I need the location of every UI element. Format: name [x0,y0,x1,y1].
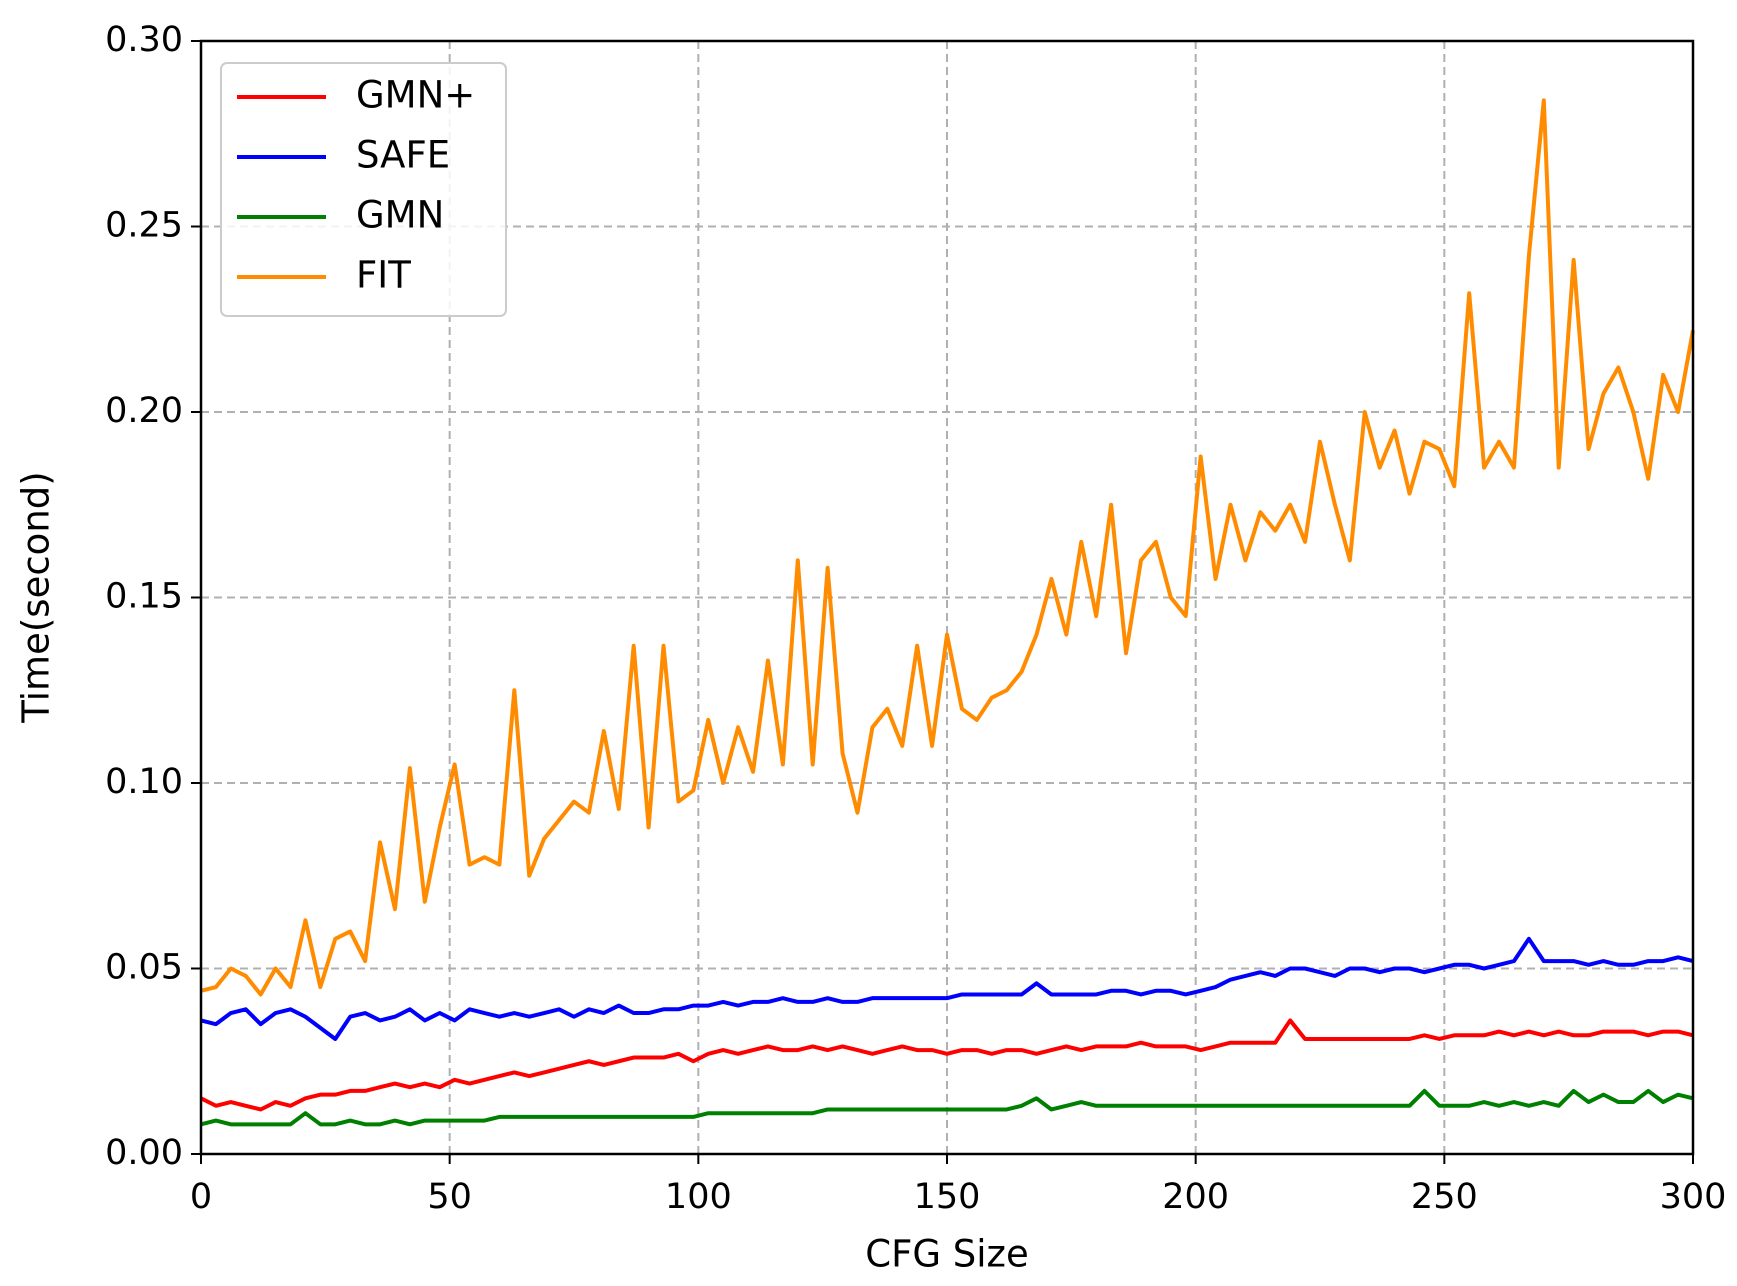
legend-label: SAFE [356,134,450,177]
series-line [200,98,1695,997]
series-line [200,1018,1694,1112]
x-tick-label: 300 [1660,1177,1727,1217]
y-tick-label: 0.25 [105,206,183,246]
x-tick-label: 150 [914,1177,981,1217]
series-line [200,1088,1694,1127]
y-tick-label: 0.05 [105,948,183,988]
plot-frame [199,39,1695,1156]
legend-label: GMN [356,194,444,237]
x-tick-label: 50 [427,1177,472,1217]
x-tick-label: 100 [665,1177,732,1217]
legend-label: GMN+ [356,74,475,117]
x-tick-label: 200 [1162,1177,1229,1217]
y-tick-label: 0.15 [105,577,183,617]
x-tick-label: 0 [190,1177,212,1217]
series-line [200,936,1694,1041]
y-tick-label: 0.00 [105,1133,183,1173]
legend-box [220,62,507,317]
x-tick-label: 250 [1411,1177,1478,1217]
y-tick-label: 0.20 [105,391,183,431]
y-axis-label: Time(second) [15,471,58,723]
y-tick-label: 0.30 [105,20,183,60]
legend [220,62,507,317]
y-tick-label: 0.10 [105,762,183,802]
legend-label: FIT [356,254,411,297]
x-axis-label: CFG Size [865,1233,1029,1276]
